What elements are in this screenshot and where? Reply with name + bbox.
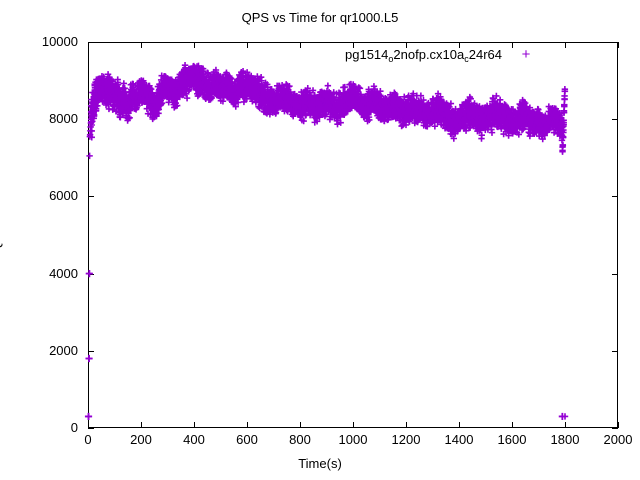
y-tick-mark: [88, 119, 94, 121]
chart-title: QPS vs Time for qr1000.L5: [241, 10, 399, 25]
x-tick-mark: [353, 422, 354, 428]
x-tick-label: 1200: [391, 432, 421, 447]
y-axis-label: QPS: [0, 224, 3, 252]
y-tick-mark: [612, 428, 618, 429]
y-tick-mark: [612, 273, 618, 275]
y-tick-mark: [88, 350, 94, 352]
x-tick-mark: [565, 42, 566, 48]
x-tick-label: 600: [236, 432, 258, 447]
x-axis-label: Time(s): [298, 456, 342, 471]
legend-series-label: pg1514o2nofp.cx10ac24r64: [345, 47, 502, 64]
legend: pg1514o2nofp.cx10ac24r64 +: [345, 46, 544, 64]
x-tick-mark: [247, 422, 248, 428]
x-tick-mark: [194, 422, 195, 428]
y-tick-label: 2000: [49, 342, 78, 358]
x-tick-mark: [88, 42, 89, 48]
y-tick-label: 8000: [49, 111, 78, 127]
x-tick-mark: [512, 422, 513, 428]
x-tick-label: 1000: [338, 432, 368, 447]
y-tick-mark: [88, 273, 94, 275]
x-tick-mark: [141, 42, 142, 48]
x-tick-label: 400: [183, 432, 205, 447]
x-tick-label: 200: [130, 432, 152, 447]
x-tick-label: 0: [84, 432, 92, 447]
x-tick-mark: [194, 42, 195, 48]
x-tick-mark: [88, 422, 89, 428]
x-tick-label: 2000: [603, 432, 633, 447]
x-tick-label: 1400: [444, 432, 474, 447]
legend-marker-plus-icon: +: [521, 46, 531, 63]
y-tick-label: 10000: [41, 34, 78, 49]
x-tick-mark: [141, 422, 142, 428]
y-tick-mark: [88, 196, 94, 198]
y-tick-label: 6000: [49, 188, 78, 204]
x-tick-mark: [618, 42, 619, 48]
x-tick-label: 1800: [550, 432, 580, 447]
y-tick-mark: [88, 428, 94, 429]
x-tick-mark: [300, 422, 301, 428]
y-tick-label: 4000: [49, 265, 78, 281]
x-tick-mark: [459, 422, 460, 428]
x-tick-label: 1600: [497, 432, 527, 447]
y-tick-mark: [612, 196, 618, 198]
x-tick-mark: [618, 422, 619, 428]
y-tick-mark: [612, 119, 618, 121]
x-tick-mark: [406, 422, 407, 428]
x-tick-mark: [565, 422, 566, 428]
y-tick-mark: [612, 350, 618, 352]
x-tick-label: 800: [289, 432, 311, 447]
plot-frame: [88, 42, 618, 428]
x-tick-mark: [247, 42, 248, 48]
x-tick-mark: [300, 42, 301, 48]
